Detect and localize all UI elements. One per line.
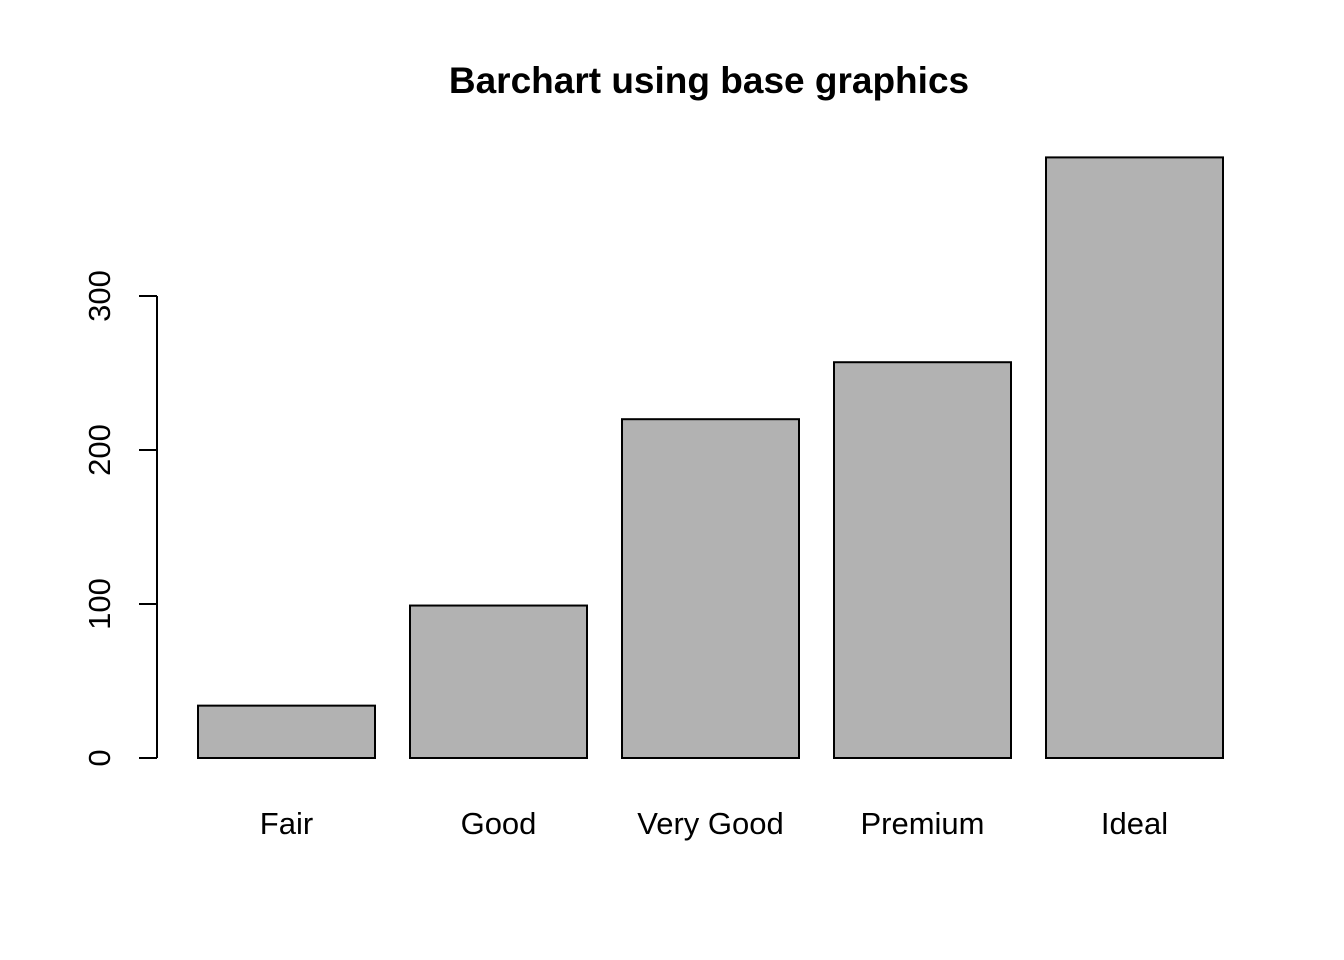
- bars-group: [197, 156, 1224, 760]
- category-label-good: Good: [461, 806, 537, 841]
- y-tick-label-300: 300: [82, 270, 117, 322]
- category-label-very-good: Very Good: [637, 806, 783, 841]
- category-labels-group: Fair Good Very Good Premium Ideal: [260, 806, 1168, 841]
- category-label-premium: Premium: [860, 806, 984, 841]
- y-tick-label-100: 100: [82, 578, 117, 630]
- bar-fair: [197, 704, 376, 760]
- category-label-ideal: Ideal: [1101, 806, 1168, 841]
- bar-ideal: [1045, 156, 1224, 759]
- category-label-fair: Fair: [260, 806, 313, 841]
- y-axis: 0 100 200 300: [82, 270, 158, 767]
- bar-premium: [833, 361, 1012, 759]
- y-tick-label-200: 200: [82, 424, 117, 476]
- y-tick-label-0: 0: [82, 749, 117, 766]
- bar-very-good: [621, 418, 800, 759]
- bar-good: [409, 604, 588, 759]
- chart-title: Barchart using base graphics: [449, 60, 969, 101]
